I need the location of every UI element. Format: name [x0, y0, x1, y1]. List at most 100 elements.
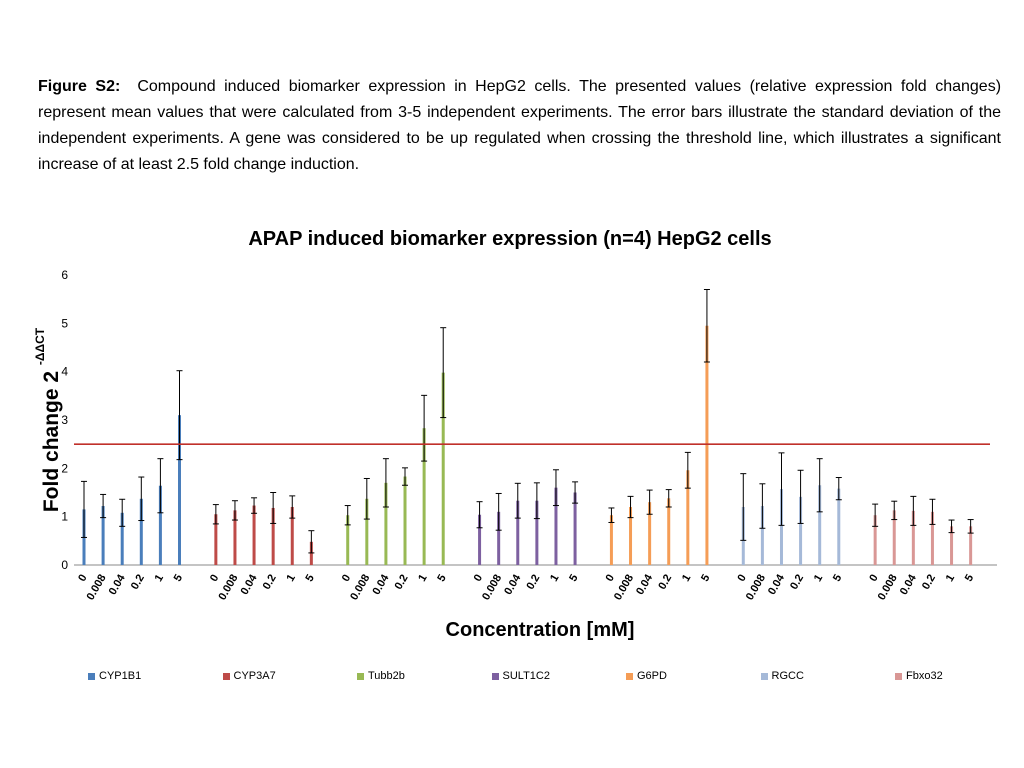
bar — [478, 514, 482, 565]
x-tick-label: 0 — [604, 573, 617, 584]
bar — [497, 511, 501, 565]
bar — [214, 514, 218, 565]
bar — [516, 500, 520, 565]
x-tick-label: 0.04 — [898, 572, 920, 597]
bar — [290, 507, 294, 565]
x-tick-label: 0.008 — [85, 573, 109, 603]
x-tick-label: 1 — [416, 573, 429, 584]
y-tick-label: 2 — [61, 461, 68, 475]
x-tick-label: 0.04 — [239, 572, 261, 597]
bar — [799, 496, 803, 565]
x-tick-label: 0.008 — [216, 573, 240, 603]
bar — [779, 489, 783, 565]
legend-item: Fbxo32 — [895, 670, 943, 682]
y-tick-label: 4 — [61, 365, 68, 379]
bar — [554, 487, 558, 565]
legend-label: RGCC — [771, 670, 804, 682]
legend-swatch — [895, 672, 902, 680]
x-tick-label: 5 — [567, 573, 580, 584]
x-tick-label: 0 — [208, 573, 221, 584]
legend-swatch — [88, 672, 95, 680]
bar — [233, 510, 237, 565]
bar — [346, 515, 350, 565]
x-tick-label: 0.04 — [766, 572, 788, 597]
x-tick-label: 5 — [172, 573, 185, 584]
bar — [818, 485, 822, 565]
legend-label: CYP1B1 — [99, 670, 142, 682]
bar — [573, 492, 577, 565]
x-tick-label: 0.008 — [876, 573, 900, 603]
legend-label: G6PD — [637, 670, 667, 682]
bar — [930, 511, 934, 565]
bar — [252, 505, 256, 565]
x-tick-label: 5 — [699, 573, 712, 584]
legend-label: SULT1C2 — [502, 670, 550, 682]
x-tick-label: 0.2 — [129, 573, 147, 592]
legend-item: CYP3A7 — [222, 670, 276, 682]
x-tick-label: 1 — [812, 573, 825, 584]
x-tick-label: 5 — [435, 573, 448, 584]
bar — [969, 526, 973, 565]
bar — [120, 512, 124, 565]
y-tick-label: 6 — [61, 268, 68, 282]
legend-label: Tubb2b — [368, 670, 405, 682]
x-tick-label: 0 — [735, 573, 748, 584]
x-tick-label: 1 — [284, 573, 297, 584]
x-tick-label: 0.04 — [502, 572, 524, 597]
legend-swatch — [491, 672, 499, 680]
x-tick-label: 0.04 — [107, 572, 129, 597]
x-tick-label: 5 — [963, 573, 976, 584]
x-tick-label: 5 — [304, 573, 317, 584]
bar — [667, 498, 671, 565]
bar — [629, 507, 633, 565]
bar — [950, 526, 954, 565]
bar — [101, 506, 105, 565]
x-tick-label: 0 — [472, 573, 485, 584]
x-tick-label: 0 — [76, 573, 89, 584]
bar — [384, 482, 388, 565]
x-tick-label: 0.008 — [612, 573, 636, 603]
bar — [911, 510, 915, 565]
bar — [158, 485, 162, 565]
legend-item: G6PD — [626, 670, 667, 682]
x-tick-label: 0.04 — [634, 572, 656, 597]
x-tick-label: 0.008 — [480, 573, 504, 603]
bar — [873, 515, 877, 565]
x-tick-label: 1 — [944, 573, 957, 584]
bar — [441, 372, 445, 565]
legend-swatch — [626, 672, 633, 680]
x-tick-label: 1 — [548, 573, 561, 584]
legend-swatch — [222, 672, 230, 680]
legend-label: CYP3A7 — [233, 670, 276, 682]
x-tick-label: 0.2 — [656, 573, 674, 592]
y-tick-label: 1 — [61, 510, 68, 524]
y-tick-label: 0 — [61, 558, 68, 572]
bar — [648, 502, 652, 565]
bar — [705, 325, 709, 565]
legend-label: Fbxo32 — [906, 670, 943, 682]
bar — [837, 488, 841, 565]
x-tick-label: 0 — [340, 573, 353, 584]
bar — [760, 506, 764, 565]
x-tick-label: 1 — [153, 573, 166, 584]
bar — [403, 476, 407, 565]
x-tick-label: 0.04 — [370, 572, 392, 597]
x-tick-label: 0.008 — [744, 573, 768, 603]
bar — [422, 428, 426, 565]
legend-item: SULT1C2 — [491, 670, 550, 682]
bar — [178, 415, 181, 565]
x-tick-label: 1 — [680, 573, 693, 584]
x-tick-label: 0.2 — [393, 573, 411, 592]
figure-caption: Figure S2: Compound induced biomarker ex… — [38, 74, 1001, 178]
x-tick-label: 0.2 — [788, 573, 806, 592]
chart-title: APAP induced biomarker expression (n=4) … — [248, 228, 772, 250]
caption-text: Compound induced biomarker expression in… — [38, 78, 1002, 173]
bar — [686, 470, 690, 565]
legend-swatch — [357, 672, 364, 680]
bar — [139, 498, 143, 565]
legend-item: CYP1B1 — [88, 670, 141, 682]
x-tick-label: 0.008 — [348, 573, 372, 603]
legend-swatch — [760, 672, 768, 680]
x-tick-label: 5 — [831, 573, 844, 584]
